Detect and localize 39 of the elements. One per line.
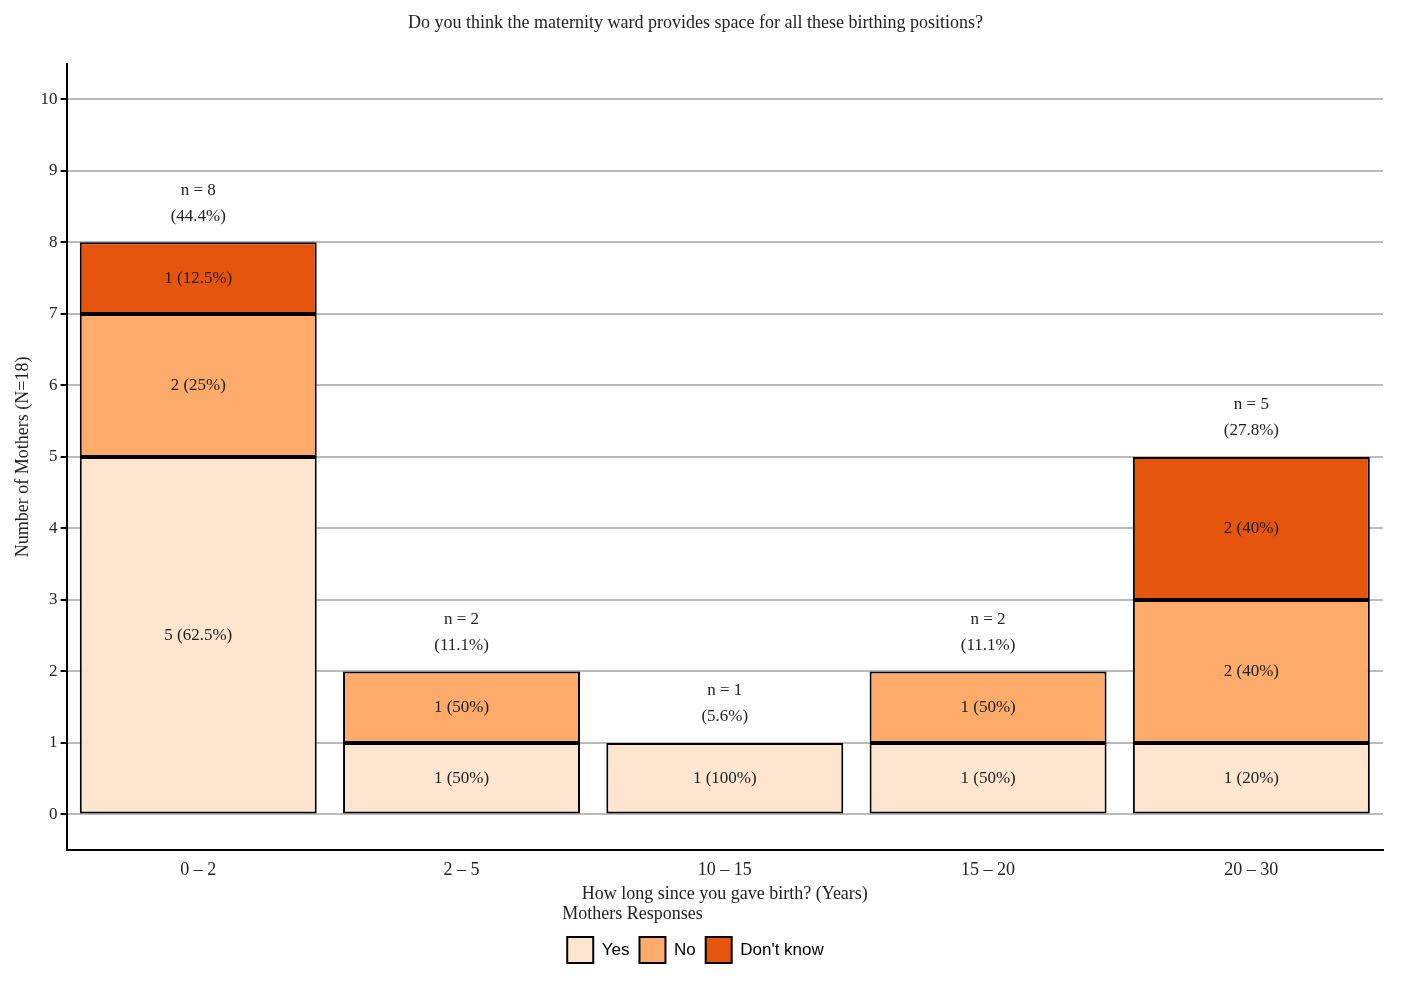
data-label: 1 (12.5%) xyxy=(164,267,233,287)
x-tick-label: 0 – 2 xyxy=(180,858,217,879)
total-label: n = 5 (27.8%) xyxy=(1223,394,1279,440)
x-tick-label: 2 – 5 xyxy=(443,858,480,879)
legend-label: Don't know xyxy=(740,939,825,959)
data-label: 2 (25%) xyxy=(170,374,226,394)
legend-label: Yes xyxy=(601,939,630,959)
y-tick-label: 6 xyxy=(49,374,58,394)
y-tick-label: 8 xyxy=(49,231,58,251)
data-label: 5 (62.5%) xyxy=(164,624,233,644)
x-tick-label: 15 – 20 xyxy=(961,858,1016,879)
legend-title: Mothers Responses xyxy=(562,903,703,924)
legend-label: No xyxy=(673,939,696,959)
x-tick-label: 20 – 30 xyxy=(1224,858,1279,879)
data-label: 2 (40%) xyxy=(1223,517,1279,537)
y-tick-label: 5 xyxy=(49,446,58,466)
x-tick-label: 10 – 15 xyxy=(697,858,752,879)
y-tick-label: 3 xyxy=(49,589,58,609)
y-tick-label: 1 xyxy=(49,732,58,752)
data-label: 1 (50%) xyxy=(433,696,490,716)
y-tick-label: 9 xyxy=(49,160,58,180)
total-label: n = 1 (5.6%) xyxy=(701,680,749,726)
y-tick-label: 2 xyxy=(49,660,58,680)
data-label: 1 (50%) xyxy=(433,767,490,787)
data-label: 1 (100%) xyxy=(692,767,757,787)
y-tick-label: 7 xyxy=(49,303,59,323)
total-label: n = 2 (11.1%) xyxy=(434,608,489,654)
y-tick-label: 4 xyxy=(49,517,59,537)
total-label: n = 8 (44.4%) xyxy=(170,179,226,225)
x-axis-title: How long since you gave birth? (Years) xyxy=(581,883,868,905)
data-label: 1 (20%) xyxy=(1223,767,1279,787)
y-tick-label: 10 xyxy=(40,88,58,108)
data-label: 1 (50%) xyxy=(960,767,1016,787)
chart-title: Do you think the maternity ward provides space for all these birthing positions? xyxy=(408,11,983,32)
data-label: 1 (50%) xyxy=(960,696,1016,716)
total-label: n = 2 (11.1%) xyxy=(960,608,1016,654)
y-axis-title: Number of Mothers (N=18) xyxy=(11,356,33,558)
y-tick-label: 0 xyxy=(49,803,58,823)
data-label: 2 (40%) xyxy=(1223,660,1279,680)
